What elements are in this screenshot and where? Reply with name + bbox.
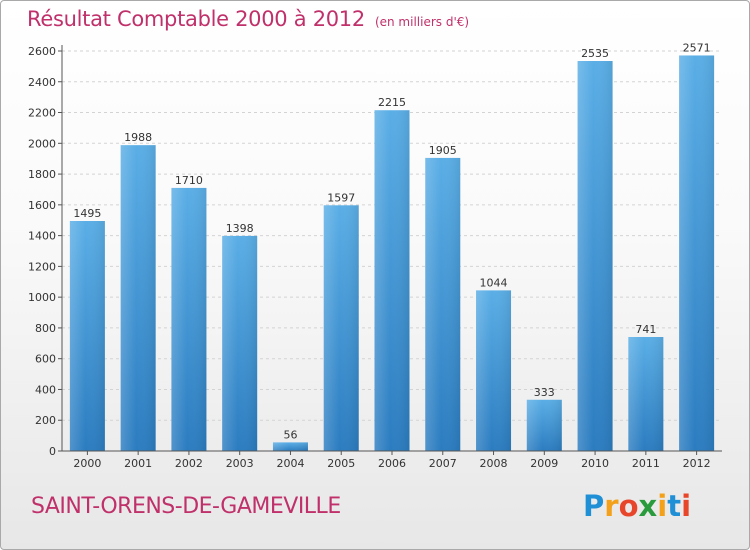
chart-title-text: Résultat Comptable 2000 à 2012 xyxy=(27,7,365,31)
proxiti-logo: Proxiti xyxy=(583,489,691,523)
y-tick-label: 1600 xyxy=(28,199,56,212)
x-axis: 2000 2001 2002 2003 2004 2005 2006 2007 2008 2009… xyxy=(62,450,722,470)
data-label: 333 xyxy=(534,386,555,399)
y-tick-label: 0 xyxy=(49,445,56,458)
logo-letter: r xyxy=(604,489,619,523)
data-label: 2535 xyxy=(581,47,609,60)
y-tick-label: 2200 xyxy=(28,107,56,120)
x-tick-label: 2009 xyxy=(530,457,558,470)
data-label: 1398 xyxy=(226,222,254,235)
location-name: SAINT-ORENS-DE-GAMEVILLE xyxy=(31,494,341,519)
logo-letter: i xyxy=(681,489,692,523)
logo-letter: t xyxy=(667,489,682,523)
y-axis: 0 200 400 600 800 1000 1200 1400 1600 1800 2000 220… xyxy=(28,45,63,458)
data-label: 2215 xyxy=(378,96,406,109)
data-label: 1044 xyxy=(480,276,508,289)
bar-shine xyxy=(222,235,258,451)
x-tick-label: 2011 xyxy=(632,457,660,470)
y-tick-label: 1400 xyxy=(28,230,56,243)
y-tick-label: 800 xyxy=(35,322,56,335)
bar-shine xyxy=(425,157,461,451)
data-label: 1905 xyxy=(429,144,457,157)
chart-subtitle: (en milliers d'€) xyxy=(374,15,470,29)
bar-shine xyxy=(374,110,410,451)
bar-shine xyxy=(272,442,308,451)
bar-shine xyxy=(120,145,156,451)
x-tick-label: 2002 xyxy=(175,457,203,470)
x-tick-label: 2005 xyxy=(327,457,355,470)
y-tick-label: 1000 xyxy=(28,291,56,304)
bar-shine xyxy=(323,205,359,451)
y-tick-label: 2000 xyxy=(28,137,56,150)
x-tick-label: 2012 xyxy=(683,457,711,470)
data-label: 741 xyxy=(635,323,656,336)
bar-shine xyxy=(577,61,613,451)
bar-shine xyxy=(526,399,562,451)
x-tick-label: 2001 xyxy=(124,457,152,470)
bar-shine xyxy=(171,187,207,451)
y-tick-label: 600 xyxy=(35,353,56,366)
y-tick-label: 2600 xyxy=(28,45,56,58)
y-tick-label: 1800 xyxy=(28,168,56,181)
data-label: 1710 xyxy=(175,174,203,187)
x-tick-label: 2003 xyxy=(226,457,254,470)
y-tick-label: 1200 xyxy=(28,260,56,273)
logo-letter: P xyxy=(583,489,605,523)
y-tick-label: 400 xyxy=(35,383,56,396)
data-label: 1988 xyxy=(124,131,152,144)
bar-shine xyxy=(476,290,512,451)
x-tick-label: 2008 xyxy=(480,457,508,470)
bar-shine xyxy=(679,55,715,451)
x-tick-label: 2000 xyxy=(73,457,101,470)
x-tick-label: 2006 xyxy=(378,457,406,470)
bars: 1495 1988 1710 1398 56 1597 2215 1905 1044 333 253… xyxy=(69,41,715,451)
logo-letter: o xyxy=(618,489,639,523)
data-label: 2571 xyxy=(683,41,711,54)
bar-shine xyxy=(628,337,664,451)
logo-letter: x xyxy=(638,489,658,523)
x-tick-label: 2010 xyxy=(581,457,609,470)
y-tick-label: 200 xyxy=(35,414,56,427)
x-tick-label: 2007 xyxy=(429,457,457,470)
x-tick-label: 2004 xyxy=(276,457,304,470)
bar-shine xyxy=(69,221,105,451)
data-label: 1597 xyxy=(327,191,355,204)
data-label: 56 xyxy=(283,428,297,441)
data-label: 1495 xyxy=(73,207,101,220)
logo-letter: i xyxy=(657,489,668,523)
chart-title: Résultat Comptable 2000 à 2012 (en millie… xyxy=(27,7,469,31)
y-tick-label: 2400 xyxy=(28,76,56,89)
